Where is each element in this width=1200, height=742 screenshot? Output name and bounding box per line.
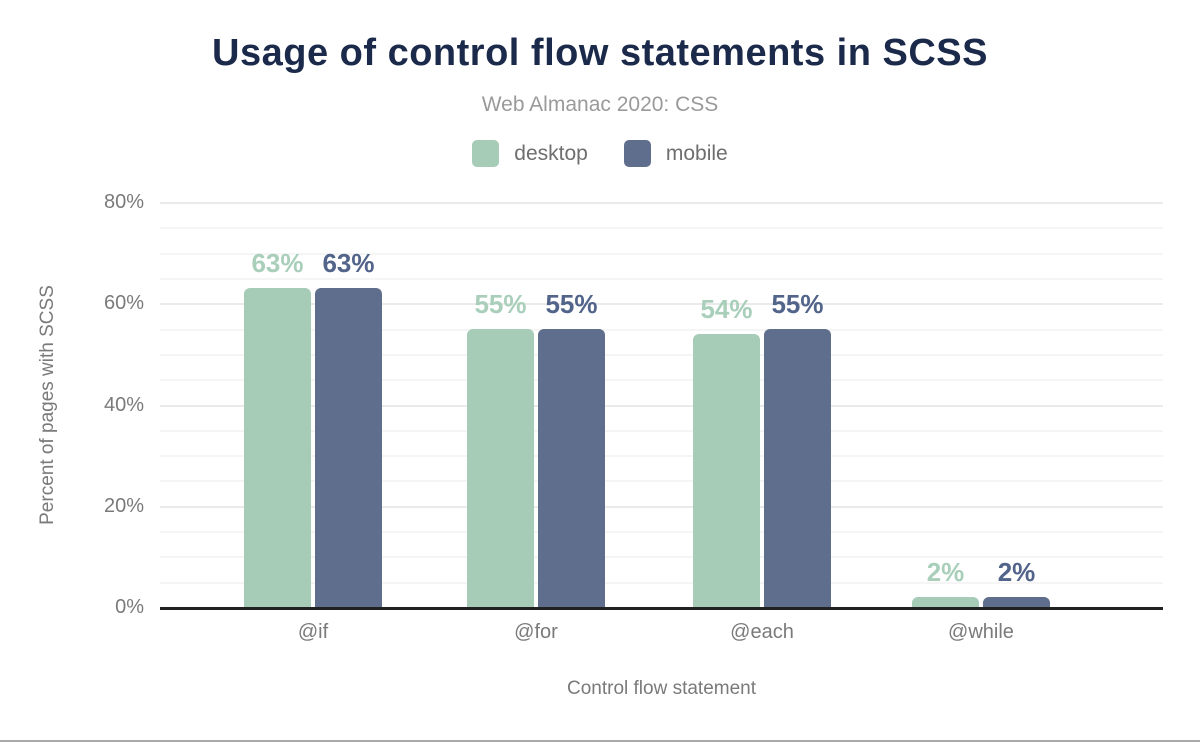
x-tick-label: @each xyxy=(730,621,794,643)
gridline xyxy=(160,556,1163,559)
bar-mobile xyxy=(983,596,1050,607)
gridline xyxy=(160,404,1163,407)
bar-desktop xyxy=(693,333,760,607)
gridline xyxy=(160,328,1163,331)
bar-value-mobile: 55% xyxy=(771,288,824,319)
gridline xyxy=(160,455,1163,458)
gridline xyxy=(160,277,1163,280)
x-axis-line xyxy=(160,607,1163,610)
legend: desktop mobile xyxy=(0,140,1200,167)
bar-desktop xyxy=(244,288,311,607)
gridline xyxy=(160,379,1163,382)
bar-value-mobile: 63% xyxy=(322,248,375,279)
bar-mobile xyxy=(315,288,382,607)
bar-value-desktop: 63% xyxy=(251,248,304,279)
chart-title: Usage of control flow statements in SCSS xyxy=(212,32,988,74)
bar-desktop xyxy=(912,596,979,607)
y-tick-label: 40% xyxy=(103,393,144,416)
y-tick-label: 20% xyxy=(103,494,144,517)
legend-swatch-desktop xyxy=(472,140,500,167)
y-tick-label: 60% xyxy=(103,292,144,315)
gridline xyxy=(160,353,1163,356)
bar-desktop xyxy=(467,328,534,607)
legend-label: mobile xyxy=(665,141,728,165)
bar-value-mobile: 2% xyxy=(997,556,1036,587)
bar-value-desktop: 54% xyxy=(700,293,753,324)
gridline xyxy=(160,227,1163,230)
legend-item-desktop: desktop xyxy=(472,140,588,167)
y-tick-label: 0% xyxy=(115,596,144,618)
y-tick-label: 80% xyxy=(103,191,144,213)
legend-item-mobile: mobile xyxy=(623,140,728,167)
gridline xyxy=(160,505,1163,508)
x-axis-title: Control flow statement xyxy=(566,678,757,699)
legend-label: desktop xyxy=(514,141,588,165)
x-tick-label: @while xyxy=(948,621,1014,643)
bar-value-desktop: 55% xyxy=(474,288,527,319)
bar-mobile xyxy=(764,328,831,607)
gridline xyxy=(160,252,1163,255)
gridline xyxy=(160,202,1163,204)
bar-value-mobile: 55% xyxy=(545,288,598,319)
gridline xyxy=(160,581,1163,584)
gridline xyxy=(160,303,1163,306)
chart-subtitle: Web Almanac 2020: CSS xyxy=(481,93,719,116)
x-tick-label: @if xyxy=(297,621,329,643)
y-axis-title: Percent of pages with SCSS xyxy=(37,284,58,525)
gridline xyxy=(160,429,1163,432)
gridline xyxy=(160,531,1163,534)
bar-mobile xyxy=(538,328,605,607)
x-tick-label: @for xyxy=(514,621,558,643)
bar-value-desktop: 2% xyxy=(926,556,965,587)
gridline xyxy=(160,480,1163,483)
legend-swatch-mobile xyxy=(623,140,651,167)
